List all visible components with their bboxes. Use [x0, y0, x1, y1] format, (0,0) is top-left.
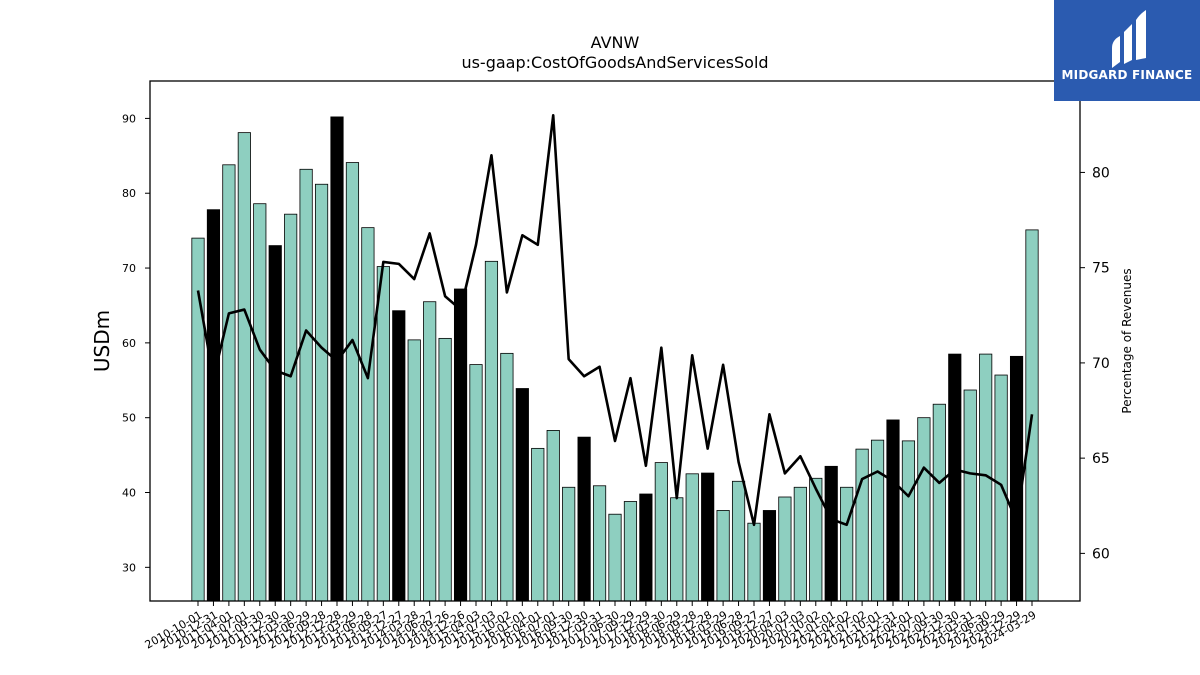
y2-tick-label: 60 — [1092, 546, 1110, 562]
bar-2022-04-01 — [901, 440, 916, 602]
bar-2011-09-30 — [253, 203, 267, 602]
bar-2012-06-29 — [299, 168, 313, 602]
bar-2012-09-28 — [314, 183, 329, 602]
bar-2016-09-30 — [562, 486, 576, 602]
bar-2017-06-30 — [608, 513, 622, 602]
bar-2021-10-01 — [870, 439, 885, 602]
bar-2019-03-29 — [716, 510, 730, 602]
y-axis-label: USDm — [90, 310, 114, 372]
y2-axis-label: Percentage of Revenues — [1120, 268, 1134, 413]
right-axis: 60 65 70 75 80 — [1080, 165, 1110, 562]
bar-2022-07-01 — [917, 417, 931, 602]
bar-2013-09-27 — [376, 266, 390, 602]
bar-2022-12-30 — [948, 353, 962, 602]
bar-2023-12-29 — [1009, 355, 1024, 602]
y-tick-label: 80 — [122, 187, 136, 200]
bar-2021-12-31 — [886, 419, 900, 602]
bar-2014-06-27 — [423, 301, 437, 602]
y2-tick-label: 80 — [1092, 165, 1110, 181]
bar-2013-06-28 — [361, 227, 375, 602]
bar-2021-01-01 — [824, 465, 838, 602]
chart-title: AVNW — [591, 33, 640, 52]
bar-2011-07-01 — [237, 132, 251, 602]
bar-2018-03-30 — [654, 462, 668, 602]
bar-2016-07-01 — [546, 430, 560, 602]
line-layer — [196, 113, 1034, 527]
bar-2013-03-29 — [345, 162, 360, 602]
y2-tick-label: 75 — [1092, 261, 1110, 277]
bar-2020-07-03 — [793, 486, 807, 602]
bar-2018-12-28 — [701, 472, 715, 602]
brand-name: MIDGARD FINANCE — [1061, 68, 1193, 82]
bar-2019-12-27 — [762, 510, 777, 602]
bar-2014-12-26 — [453, 288, 468, 602]
bar-2017-09-29 — [623, 501, 638, 602]
brand-mark-icon — [1112, 10, 1146, 68]
x-axis: 2010-10-012010-12-312011-04-012011-07-01… — [143, 601, 1039, 652]
bar-2013-12-27 — [392, 310, 406, 602]
y-tick-label: 50 — [122, 412, 136, 425]
percentage-line — [196, 113, 1034, 527]
y2-tick-label: 70 — [1092, 356, 1110, 372]
bar-2019-09-27 — [747, 522, 761, 602]
bars-layer — [191, 116, 1039, 602]
y-tick-label: 70 — [122, 262, 136, 275]
bar-2020-04-03 — [778, 496, 792, 602]
y-tick-label: 60 — [122, 337, 136, 350]
bar-2014-03-28 — [407, 339, 421, 602]
y-tick-label: 40 — [122, 487, 136, 500]
bar-2017-03-31 — [592, 485, 607, 602]
bar-2022-09-30 — [932, 403, 946, 602]
brand-logo: MIDGARD FINANCE — [1054, 0, 1200, 101]
bar-2016-04-01 — [531, 447, 545, 602]
bar-2015-04-03 — [469, 364, 483, 602]
bar-2014-09-26 — [438, 337, 452, 602]
bar-2011-04-01 — [222, 164, 236, 602]
bar-2019-06-28 — [731, 480, 746, 602]
bar-2018-06-29 — [670, 497, 684, 602]
bar-2017-12-29 — [639, 493, 653, 602]
bar-2018-09-28 — [685, 473, 699, 602]
bar-2010-12-31 — [206, 209, 221, 602]
bar-2012-03-30 — [284, 213, 298, 602]
bar-2011-12-30 — [268, 245, 282, 602]
bar-2015-10-02 — [500, 352, 514, 602]
bar-2016-01-01 — [515, 388, 529, 602]
bar-2023-03-31 — [963, 389, 977, 602]
chart-subtitle: us-gaap:CostOfGoodsAndServicesSold — [461, 53, 768, 72]
left-axis: 30 40 50 60 70 80 90 — [122, 112, 150, 574]
y-tick-label: 30 — [122, 561, 136, 574]
bar-2015-07-03 — [484, 260, 499, 602]
y2-tick-label: 65 — [1092, 451, 1110, 467]
bar-2021-07-02 — [855, 448, 869, 602]
y-tick-label: 90 — [122, 112, 136, 125]
bar-2016-12-30 — [577, 436, 591, 602]
bar-2021-04-02 — [840, 486, 854, 602]
